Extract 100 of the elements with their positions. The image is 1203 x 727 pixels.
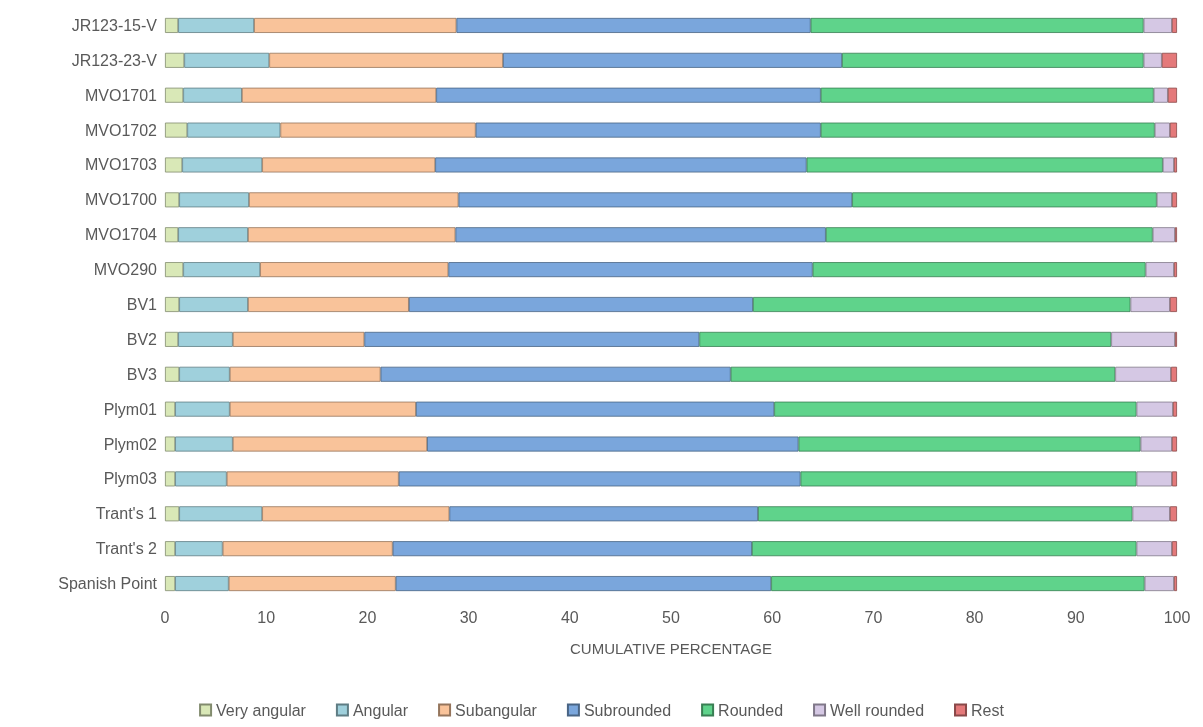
bar: [806, 157, 1163, 173]
y-tick-label: Plym03: [103, 470, 158, 488]
bar: [415, 401, 775, 417]
y-tick-label: Trant's 1: [95, 505, 158, 523]
x-tick-label: 50: [662, 608, 680, 626]
bar: [179, 192, 249, 208]
bar: [812, 262, 1146, 278]
bar: [1171, 436, 1177, 452]
legend-label: Subangular: [455, 701, 538, 719]
bar: [254, 17, 457, 33]
bar: [179, 297, 248, 312]
bar: [226, 471, 399, 487]
bar: [408, 297, 753, 312]
bar: [179, 506, 263, 522]
bar: [475, 122, 821, 138]
bar: [380, 366, 731, 382]
bar: [229, 366, 381, 382]
bar: [458, 192, 853, 208]
bar: [1111, 331, 1175, 347]
bar: [165, 227, 179, 243]
bar: [175, 541, 223, 557]
bar: [427, 436, 799, 452]
bar: [1132, 506, 1170, 522]
y-tick-label: Plym01: [103, 400, 158, 418]
y-tick-label: MVO290: [93, 261, 158, 279]
bar: [187, 122, 281, 138]
bar: [800, 471, 1137, 487]
bar: [852, 192, 1157, 208]
bar: [269, 52, 504, 68]
y-tick-label: BV3: [126, 365, 158, 383]
bar: [1136, 541, 1172, 557]
x-tick-label: 90: [1066, 608, 1085, 626]
bar: [183, 87, 242, 103]
bar: [165, 436, 176, 452]
bar: [1173, 576, 1177, 592]
x-axis-title: CUMULATIVE PERCENTAGE: [570, 640, 772, 657]
bar: [1171, 17, 1177, 33]
bar: [182, 157, 263, 173]
bar: [1167, 87, 1177, 103]
bar: [1171, 192, 1177, 208]
bar: [1144, 576, 1174, 592]
bar: [165, 366, 180, 382]
bar: [1143, 17, 1172, 33]
bar: [262, 506, 450, 522]
bar: [820, 122, 1155, 138]
bar: [455, 227, 826, 243]
bar: [771, 576, 1145, 592]
bar: [825, 227, 1153, 243]
bar: [165, 262, 184, 278]
bar: [178, 227, 248, 243]
bar: [232, 436, 428, 452]
x-tick-label: 100: [1163, 608, 1191, 626]
bar: [1171, 541, 1177, 557]
bar: [774, 401, 1137, 417]
bar: [175, 576, 229, 592]
bar: [165, 192, 180, 208]
bar: [165, 331, 179, 347]
bar: [1130, 297, 1170, 312]
bar: [758, 506, 1133, 522]
bar: [398, 471, 801, 487]
x-tick-label: 70: [864, 608, 883, 626]
bar: [435, 157, 807, 173]
bar: [179, 366, 230, 382]
legend-label: Angular: [352, 701, 409, 719]
bar: [752, 297, 1131, 312]
legend-label: Very angular: [216, 701, 307, 719]
bar: [1154, 122, 1170, 138]
bar: [260, 262, 449, 278]
bar: [165, 471, 176, 487]
y-tick-label: Trant's 2: [95, 540, 158, 558]
bar: [165, 52, 185, 68]
bar: [1162, 157, 1174, 173]
bar: [1173, 157, 1177, 173]
y-tick-label: MVO1700: [84, 191, 158, 209]
bar: [798, 436, 1141, 452]
y-tick-label: BV1: [126, 296, 158, 313]
y-tick-label: JR123-15-V: [71, 16, 158, 34]
bar: [1169, 506, 1177, 522]
bar: [280, 122, 476, 138]
bar: [503, 52, 843, 68]
bar: [165, 297, 180, 312]
bar: [1173, 262, 1177, 278]
bar: [1169, 297, 1177, 312]
bar: [249, 192, 459, 208]
bar: [175, 436, 233, 452]
y-tick-label: JR123-23-V: [71, 51, 158, 69]
bar: [1136, 471, 1172, 487]
y-tick-label: MVO1701: [84, 86, 158, 104]
bar: [241, 87, 437, 103]
bar: [1156, 192, 1172, 208]
bar: [184, 52, 270, 68]
bar: [392, 541, 752, 557]
y-tick-label: MVO1703: [84, 156, 158, 174]
bar: [165, 87, 184, 103]
bar: [810, 17, 1144, 33]
bar: [175, 401, 230, 417]
bar: [178, 331, 233, 347]
bar: [1136, 401, 1173, 417]
legend-label: Rounded: [718, 701, 784, 719]
bar: [165, 541, 176, 557]
